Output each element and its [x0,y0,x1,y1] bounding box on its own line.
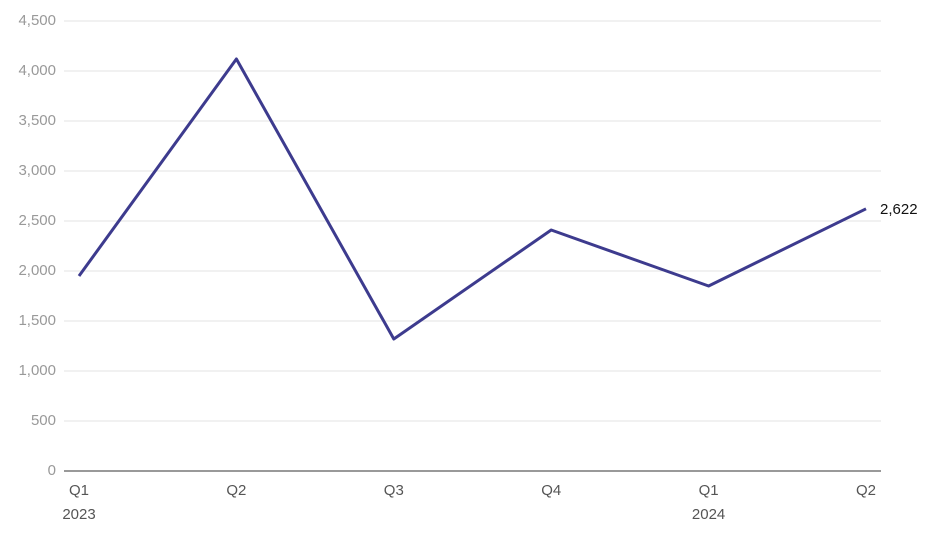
y-tick-label: 2,000 [18,262,56,279]
y-tick-label: 4,500 [18,12,56,29]
data-label: 2,622 [880,201,918,218]
y-tick-label: 1,000 [18,362,56,379]
y-tick-label: 500 [31,412,56,429]
y-tick-label: 1,500 [18,312,56,329]
x-tick-label: Q1 [699,482,719,499]
y-tick-label: 0 [48,462,56,479]
x-tick-label: Q4 [541,482,561,499]
x-year-label: 2023 [62,506,95,523]
y-tick-label: 4,000 [18,62,56,79]
line-series [77,57,867,341]
x-tick-label: Q1 [69,482,89,499]
y-tick-label: 2,500 [18,212,56,229]
x-tick-label: Q2 [226,482,246,499]
x-tick-label: Q2 [856,482,876,499]
y-tick-label: 3,500 [18,112,56,129]
x-tick-label: Q3 [384,482,404,499]
y-tick-label: 3,000 [18,162,56,179]
x-year-label: 2024 [692,506,725,523]
